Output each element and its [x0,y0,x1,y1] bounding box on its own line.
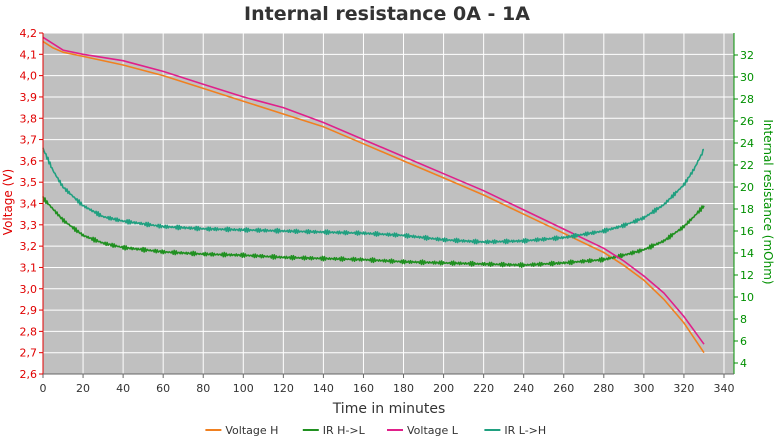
series-line-ir-l-h [42,147,705,245]
y-left-tick-label: 3,2 [20,240,38,253]
x-tick-label: 160 [353,382,374,395]
y-left-tick-label: 3,1 [20,261,38,274]
x-tick-label: 80 [196,382,210,395]
y-left-tick-label: 4,1 [20,48,38,61]
y-left-tick-label: 3,9 [20,91,38,104]
y-left-tick-label: 2,8 [20,325,38,338]
x-tick-label: 240 [513,382,534,395]
series-layer [42,36,705,354]
x-tick-label: 180 [393,382,414,395]
y-left-tick-label: 3,6 [20,155,38,168]
x-tick-label: 200 [433,382,454,395]
x-axis-title: Time in minutes [332,401,446,417]
legend-label-voltage-l: Voltage L [407,424,459,437]
y-left-tick-label: 2,7 [20,347,38,360]
y-right-tick-label: 32 [740,49,754,62]
series-line-voltage-l [42,36,705,345]
y-left-tick-label: 3,8 [20,112,38,125]
y-left-tick-label: 2,6 [20,368,38,381]
x-tick-label: 280 [593,382,614,395]
y-right-tick-label: 4 [740,357,747,370]
y-right-tick-label: 16 [740,225,754,238]
y-left-axis-title: Voltage (V) [1,169,15,235]
x-tick-label: 120 [273,382,294,395]
x-tick-label: 20 [76,382,90,395]
y-right-tick-label: 22 [740,159,754,172]
y-right-axis-title: Internal resistance (mOhm) [761,119,774,284]
y-left-tick-label: 3,5 [20,176,38,189]
x-tick-label: 300 [633,382,654,395]
x-tick-label: 220 [473,382,494,395]
y-right-tick-label: 12 [740,269,754,282]
y-right-tick-label: 26 [740,115,754,128]
x-tick-label: 100 [233,382,254,395]
y-left-tick-label: 2,9 [20,304,38,317]
series-line-voltage-h [42,40,705,354]
y-left-tick-label: 4,0 [20,70,38,83]
series-line-ir-h-l [42,196,705,269]
legend-label-ir-l-h: IR L->H [504,424,546,437]
y-right-tick-label: 24 [740,137,754,150]
y-right-tick-label: 20 [740,181,754,194]
legend-label-ir-h-l: IR H->L [323,424,366,437]
x-tick-label: 320 [673,382,694,395]
x-tick-label: 0 [40,382,47,395]
y-right-tick-label: 10 [740,291,754,304]
y-right-tick-label: 8 [740,313,747,326]
gridlines [42,32,734,375]
y-left-tick-label: 4,2 [20,27,38,40]
y-right-tick-label: 30 [740,71,754,84]
y-right-tick-label: 28 [740,93,754,106]
x-tick-label: 40 [116,382,130,395]
y-left-tick-label: 3,4 [20,198,38,211]
chart-title: Internal resistance 0A - 1A [244,3,530,25]
axes [39,32,738,378]
y-left-tick-label: 3,3 [20,219,38,232]
y-left-tick-label: 3,0 [20,283,38,296]
y-left-tick-label: 3,7 [20,134,38,147]
x-tick-label: 60 [156,382,170,395]
legend-label-voltage-h: Voltage H [225,424,278,437]
x-tick-label: 260 [553,382,574,395]
tick-labels: 0 20 40 60 80 100 120 140 160 180 200 220 240 260 280 3… [20,27,755,395]
y-right-tick-label: 14 [740,247,754,260]
x-tick-label: 340 [713,382,734,395]
y-right-tick-label: 18 [740,203,754,216]
y-right-tick-label: 6 [740,335,747,348]
x-tick-label: 140 [313,382,334,395]
legend: Voltage H IR H->L Voltage L IR L->H [205,424,546,437]
